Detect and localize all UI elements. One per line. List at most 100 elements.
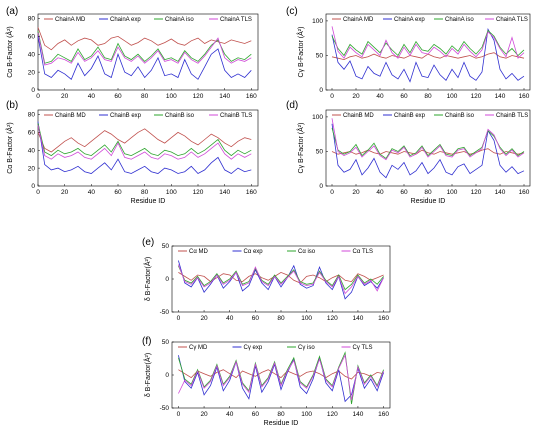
legend-entry: ChainA exp (394, 17, 425, 23)
y-axis-label: Cγ B-Factor (Å²) (296, 123, 305, 174)
x-tick-label: 0 (330, 93, 334, 100)
plot-frame (171, 245, 391, 313)
panel-label: (d) (286, 100, 298, 111)
panel-a: (a) 0 20 40 60 80 100 120 140 160 0 20 40 60 80 Cα B-Fa… (5, 6, 259, 100)
x-tick-label: 60 (400, 189, 408, 196)
x-tick-label: 0 (36, 189, 40, 196)
x-tick-label: 120 (471, 189, 482, 196)
panel-label: (e) (142, 237, 154, 248)
x-axis-label: Residue ID (131, 198, 166, 205)
y-tick-label: 80 (28, 112, 36, 119)
panel-label: (b) (6, 100, 18, 111)
x-tick-label: 160 (378, 411, 389, 418)
x-tick-label: 140 (495, 93, 506, 100)
x-tick-label: 160 (519, 189, 530, 196)
panel-label: (a) (6, 6, 18, 17)
y-tick-label: 20 (28, 165, 36, 172)
x-tick-label: 140 (495, 189, 506, 196)
x-tick-label: 0 (177, 411, 181, 418)
legend-entry: ChainB iso (445, 113, 475, 119)
y-tick-label: 40 (28, 51, 36, 58)
y-tick-label: 100 (312, 114, 323, 121)
plot-frame (325, 13, 531, 91)
series-line-2 (178, 355, 384, 403)
x-tick-label: 80 (424, 93, 432, 100)
x-tick-label: 40 (226, 315, 234, 322)
x-tick-label: 120 (471, 93, 482, 100)
series-line-2 (37, 121, 252, 174)
x-tick-label: 80 (277, 315, 285, 322)
y-axis-label: Cα B-Factor (Å²) (5, 26, 14, 78)
x-tick-label: 20 (352, 189, 360, 196)
legend-entry: ChainA iso (165, 17, 194, 23)
y-tick-label: 50 (162, 243, 170, 250)
y-tick-label: 50 (316, 149, 324, 156)
series-line-4 (331, 118, 525, 161)
x-tick-label: 120 (327, 411, 338, 418)
y-tick-label: 0 (31, 87, 35, 94)
legend-entry: Cγ exp (244, 345, 263, 351)
legend-entry: ChainA iso (445, 17, 474, 23)
series-line-2 (331, 123, 525, 179)
y-tick-label: 20 (28, 69, 36, 76)
x-tick-label: 40 (376, 189, 384, 196)
y-tick-label: 40 (28, 147, 36, 154)
x-tick-label: 20 (200, 411, 208, 418)
x-axis-label: Residue ID (264, 420, 299, 427)
x-tick-label: 100 (447, 189, 458, 196)
x-tick-label: 160 (246, 93, 257, 100)
series-line-4 (331, 26, 525, 59)
x-tick-label: 160 (378, 315, 389, 322)
legend-entry: Cα exp (244, 249, 264, 255)
x-tick-label: 140 (219, 189, 230, 196)
x-tick-label: 60 (252, 315, 260, 322)
legend-entry: ChainA exp (110, 17, 141, 23)
series-line-4 (178, 264, 384, 295)
legend-entry: ChainB MD (343, 113, 374, 119)
legend-entry: Cγ MD (189, 345, 208, 351)
x-tick-label: 20 (61, 93, 69, 100)
legend-entry: Cα iso (298, 249, 316, 255)
x-tick-label: 80 (141, 93, 149, 100)
series-line-1 (331, 148, 525, 155)
y-tick-label: 50 (162, 339, 170, 346)
x-tick-label: 100 (301, 315, 312, 322)
x-tick-label: 100 (166, 93, 177, 100)
x-tick-label: 40 (88, 93, 96, 100)
panel-label: (f) (142, 336, 151, 347)
series-line-2 (178, 260, 384, 300)
y-tick-label: 80 (28, 16, 36, 23)
x-axis-label: Residue ID (411, 198, 446, 205)
legend-entry: ChainB exp (110, 113, 142, 119)
x-tick-label: 60 (114, 189, 122, 196)
x-tick-label: 100 (447, 93, 458, 100)
series-line-4 (178, 353, 384, 401)
x-tick-label: 140 (353, 315, 364, 322)
y-tick-label: 0 (319, 87, 323, 94)
legend-entry: ChainA TLS (496, 17, 528, 23)
y-tick-label: 60 (28, 130, 36, 137)
x-tick-label: 20 (200, 315, 208, 322)
y-tick-label: 60 (28, 34, 36, 41)
x-tick-label: 0 (177, 315, 181, 322)
y-axis-label: δ B-Factor(Å²) (143, 257, 152, 301)
legend-entry: ChainB exp (394, 113, 426, 119)
x-tick-label: 20 (61, 189, 69, 196)
y-tick-label: 0 (31, 183, 35, 190)
legend-entry: ChainB iso (165, 113, 195, 119)
series-line-3 (37, 123, 252, 157)
panel-d: (d) 0 20 40 60 80 100 120 140 160 0 50 100 Cγ B-Facto… (286, 100, 531, 205)
panel-c: (c) 0 20 40 60 80 100 120 140 160 0 50 100 Cγ B-Facto… (286, 6, 531, 100)
series-line-3 (178, 265, 384, 291)
x-tick-label: 60 (114, 93, 122, 100)
panel-f: (f) 0 20 40 60 80 100 120 140 160 -50 0 50 δ B-Factor… (142, 336, 391, 427)
y-tick-label: -50 (160, 309, 170, 316)
x-tick-label: 140 (353, 411, 364, 418)
x-tick-label: 0 (36, 93, 40, 100)
x-tick-label: 40 (88, 189, 96, 196)
series-line-3 (331, 29, 525, 57)
legend-entry: Cγ iso (298, 345, 315, 351)
series-line-4 (37, 32, 252, 66)
plot-frame (37, 109, 259, 187)
x-tick-label: 40 (226, 411, 234, 418)
